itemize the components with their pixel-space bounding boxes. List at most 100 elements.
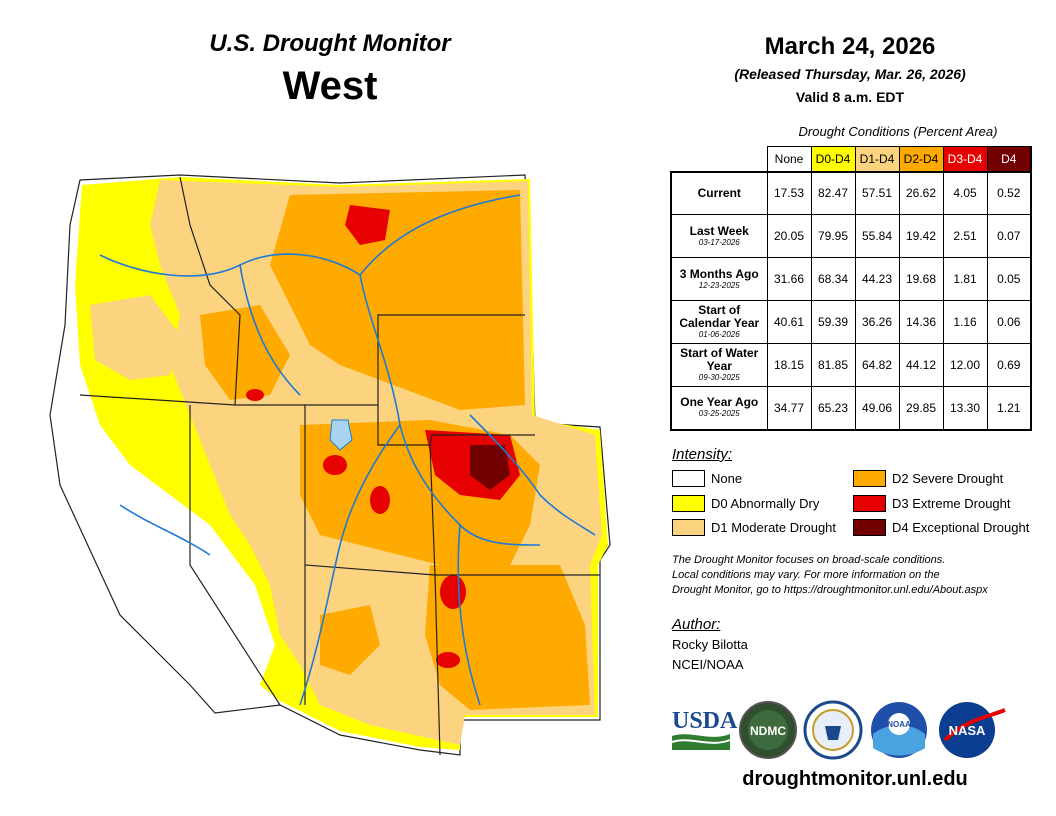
release-date: (Released Thursday, Mar. 26, 2026) [734,66,966,82]
table-cell: 12.00 [942,343,988,387]
legend-swatch [672,470,705,487]
legend-item-d0: D0 Abnormally Dry [672,495,819,512]
table-cell: 29.85 [898,386,944,431]
table-cell: 49.06 [854,386,900,431]
partner-logos: USDA NDMC NOAA NASA [671,700,1006,760]
table-cell: 2.51 [942,214,988,258]
d4-area-colorado [470,445,510,490]
row-label-one-year-ago: One Year Ago 03-25-2025 [670,386,768,431]
table-cell: 55.84 [854,214,900,258]
legend-swatch [672,519,705,536]
nasa-logo: NASA [939,702,1006,758]
legend-item-d4: D4 Exceptional Drought [853,519,1029,536]
doc-seal-logo [803,700,863,760]
row-label-start-of-calendar-year: Start of Calendar Year 01-06-2026 [670,300,768,344]
table-cell: 26.62 [898,170,944,215]
d3-area-new-mexico-2 [436,652,460,668]
table-cell: 17.53 [766,170,812,215]
table-cell: 18.15 [766,343,812,387]
svg-text:NASA: NASA [949,723,986,738]
legend-label: D2 Severe Drought [892,471,1004,486]
table-cell: 34.77 [766,386,812,431]
state-borders [79,176,600,756]
website-url: droughtmonitor.unl.edu [742,768,968,790]
column-header-none: None [766,146,812,172]
table-cell: 0.69 [986,343,1032,387]
table-cell: 44.23 [854,257,900,301]
legend-label: D1 Moderate Drought [711,520,837,535]
table-row: Current 17.53 82.47 57.51 26.62 4.05 0.5… [670,170,1032,215]
table-cell: 20.05 [766,214,812,258]
table-cell: 0.52 [986,170,1032,215]
d3-area-utah-1 [323,455,347,475]
legend-item-d1: D1 Moderate Drought [672,519,836,536]
table-cell: 57.51 [854,170,900,215]
author-name: Rocky Bilotta [672,637,748,652]
svg-text:USDA: USDA [672,708,738,734]
table-cell: 1.21 [986,386,1032,431]
table-cell: 82.47 [810,170,856,215]
row-label-3-months-ago: 3 Months Ago 12-23-2025 [670,257,768,301]
legend-label: None [711,471,743,486]
legend-item-d2: D2 Severe Drought [853,470,1003,487]
column-header-d4: D4 [986,146,1032,172]
column-header-d1-d4: D1-D4 [854,146,900,172]
author-org: NCEI/NOAA [672,657,744,672]
table-row: Start of Calendar Year 01-06-2026 40.61 5… [670,300,1032,344]
d2-area-new-mexico [425,565,590,710]
great-salt-lake [329,419,353,451]
d2-area-montana-wyoming [270,190,525,410]
svg-text:NDMC: NDMC [750,724,786,738]
map-region-title: West [282,64,378,108]
table-cell: 13.30 [942,386,988,431]
drought-conditions-table: None D0-D4 D1-D4 D2-D4 D3-D4 D4 Current … [670,146,1032,431]
table-cell: 44.12 [898,343,944,387]
map-title: U.S. Drought Monitor [209,30,451,57]
drought-map [40,165,620,765]
table-cell: 0.07 [986,214,1032,258]
svg-text:NOAA: NOAA [887,720,911,729]
row-label-start-of-water-year: Start of Water Year 09-30-2025 [670,343,768,387]
legend-label: D4 Exceptional Drought [892,520,1030,535]
map-date: March 24, 2026 [764,33,936,60]
d1-area-oregon [90,295,180,380]
drought-map-svg [49,174,611,756]
d3-area-utah-2 [370,486,390,514]
table-cell: 64.82 [854,343,900,387]
table-cell: 0.06 [986,300,1032,344]
valid-time: Valid 8 a.m. EDT [795,89,905,105]
table-cell: 14.36 [898,300,944,344]
d2-area-idaho [200,305,290,400]
column-header-d3-d4: D3-D4 [942,146,988,172]
table-row: Last Week 03-17-2026 20.05 79.95 55.84 19… [670,214,1032,258]
table-cell: 31.66 [766,257,812,301]
legend-label: D3 Extreme Drought [892,496,1011,511]
table-cell: 68.34 [810,257,856,301]
table-cell: 1.16 [942,300,988,344]
table-cell: 59.39 [810,300,856,344]
table-cell: 81.85 [810,343,856,387]
legend-item-none: None [672,470,742,487]
legend-item-d3: D3 Extreme Drought [853,495,1011,512]
row-label-last-week: Last Week 03-17-2026 [670,214,768,258]
disclaimer-note: The Drought Monitor focuses on broad-sca… [672,554,988,596]
legend-swatch [853,519,886,536]
column-header-d2-d4: D2-D4 [898,146,944,172]
table-row: One Year Ago 03-25-2025 34.77 65.23 49.06… [670,386,1032,431]
legend-swatch [853,495,886,512]
table-cell: 19.68 [898,257,944,301]
table-cell: 36.26 [854,300,900,344]
legend-label: D0 Abnormally Dry [711,496,820,511]
author-title: Author: [672,616,721,633]
legend-swatch [672,495,705,512]
column-header-d0-d4: D0-D4 [810,146,856,172]
table-cell: 0.05 [986,257,1032,301]
legend-swatch [853,470,886,487]
noaa-logo: NOAA [871,702,927,758]
table-caption: Drought Conditions (Percent Area) [798,124,998,139]
legend-title: Intensity: [672,446,733,463]
row-label-current: Current [670,170,768,215]
ndmc-logo: NDMC [739,701,797,759]
rivers [99,194,596,706]
d3-area-montana [345,205,390,245]
